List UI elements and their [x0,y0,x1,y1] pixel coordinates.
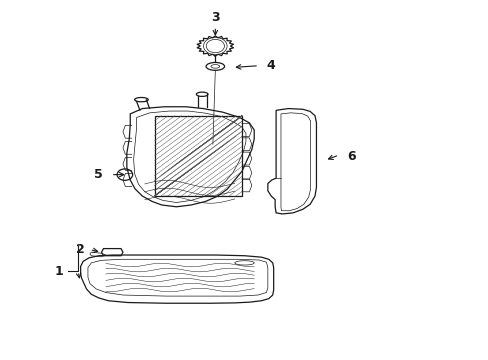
Text: 3: 3 [211,11,219,24]
Text: 1: 1 [54,265,63,278]
Text: 6: 6 [346,150,355,163]
Text: 5: 5 [94,168,103,181]
Text: 2: 2 [76,243,85,256]
Text: 4: 4 [266,59,275,72]
Bar [154,116,242,196]
